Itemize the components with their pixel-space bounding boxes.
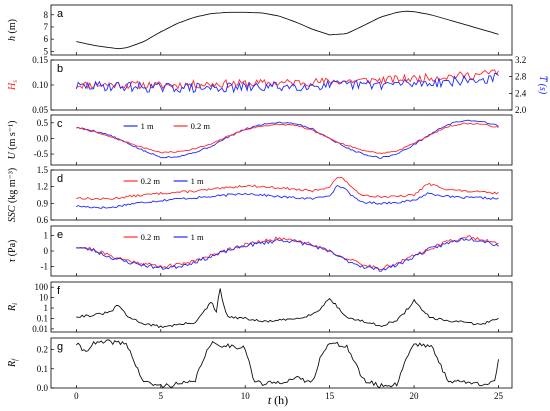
y-tick-label: 0.5 [37,118,49,128]
right-y-tick-label: 2.0 [515,105,527,115]
panel-letter: d [57,173,63,185]
y-axis-label: τ (Pa) [7,240,18,263]
y-tick-label: 0.10 [32,80,48,90]
panel-letter: e [57,229,63,241]
x-tick-label: 10 [241,391,251,401]
right-y-tick-label: 2.8 [515,72,527,82]
y-tick-label: 10 [39,293,49,303]
panel-e: e -1 0 1 τ (Pa) 0.2 m 1 m [7,225,513,277]
panel-letter: a [57,8,64,20]
series-line-black [75,339,499,389]
panel-b: b 0.05 0.10 0.15 Hs 2.0 2.4 2.8 3.2 T̅ (s) [7,55,548,115]
y-tick-label: 0.0 [37,383,49,393]
x-tick-label: 20 [410,391,420,401]
y-axis-label: Ri [7,303,19,312]
panel-frame [50,59,513,111]
y-tick-label: 0.2 [37,345,48,355]
panel-frame [50,225,513,277]
panel-frame [50,4,513,56]
series-line-red [76,69,499,90]
series-line-blue [76,119,499,159]
legend-label: 1 m [191,232,204,242]
x-tick-label: 5 [159,391,164,401]
series-line-red [76,176,499,201]
x-axis: 0 5 10 15 20 25 [74,391,503,401]
y-tick-label: 5 [44,46,49,56]
panel-frame [50,337,513,389]
series-line-blue [75,73,499,94]
x-tick-label: 0 [74,391,79,401]
panel-g: g 0.0 0.1 0.2 Rf [7,337,513,393]
right-y-tick-label: 3.2 [515,55,526,65]
panel-letter: g [57,341,63,353]
legend-label: 0.2 m [141,232,161,242]
series-line-black [76,288,499,329]
y-tick-label: 0 [44,246,49,256]
y-tick-label: 8 [44,10,49,20]
panel-frame [50,281,513,333]
series-line-black [76,10,499,50]
y-tick-label: -0.5 [34,149,49,159]
series-line-blue [76,237,499,272]
legend-label: 1 m [191,176,204,186]
series-line-red [76,122,499,155]
y-tick-label: 1 [44,230,49,240]
y-tick-label: 0.05 [32,105,48,115]
x-tick-label: 25 [494,391,504,401]
legend-label: 0.2 m [191,121,211,131]
y-axis-label: Hs [7,80,19,91]
y-tick-label: 0.1 [37,364,48,374]
panel-frame [50,114,513,166]
y-axis-label: U (m s⁻¹) [7,121,18,160]
y-tick-label: 0.9 [37,198,49,208]
y-tick-label: 0.01 [32,324,48,334]
x-tick-label: 15 [325,391,335,401]
y-axis-label: Rf [7,358,19,368]
y-tick-label: 1 [44,303,49,313]
legend-label: 1 m [141,121,154,131]
y-tick-label: 0.6 [37,215,49,225]
panel-letter: c [57,118,63,130]
right-y-axis-label: T̅ (s) [537,76,548,95]
y-axis-label: h (m) [7,19,18,41]
y-tick-label: 1.5 [37,165,49,175]
y-tick-label: 0.0 [37,133,49,143]
panel-letter: b [57,63,63,75]
y-tick-label: 6 [44,34,49,44]
y-tick-label: 100 [35,282,49,292]
x-axis-label: t (h) [268,393,288,407]
right-y-tick-label: 2.4 [515,88,527,98]
y-tick-label: 1.2 [37,182,48,192]
y-tick-label: 0.1 [37,313,48,323]
series-line-red [76,234,499,271]
panel-d: d 0.6 0.9 1.2 1.5 SSC (kg m⁻³) 0.2 m 1 m [7,165,513,225]
y-tick-label: 7 [44,22,49,32]
panel-a: a 5 6 7 8 h (m) [7,4,513,56]
legend-label: 0.2 m [141,176,161,186]
series-line-blue [76,184,499,209]
panel-letter: f [57,285,61,297]
y-tick-label: -1 [41,262,49,272]
panel-frame [50,169,513,221]
y-tick-label: 0.15 [32,55,48,65]
panel-c: c -0.5 0.0 0.5 U (m s⁻¹) 1 m 0.2 m [7,114,513,166]
y-axis-label: SSC (kg m⁻³) [7,168,18,222]
